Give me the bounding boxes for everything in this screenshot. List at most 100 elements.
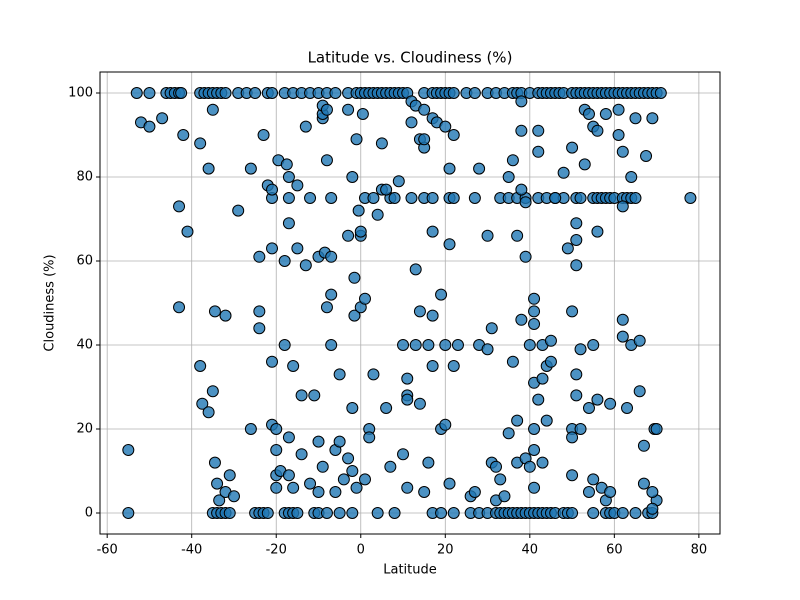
- point: [270, 444, 283, 456]
- point: [219, 87, 232, 99]
- point: [308, 389, 321, 402]
- point: [346, 402, 359, 414]
- point: [523, 460, 536, 473]
- point: [591, 124, 604, 137]
- point: [413, 397, 426, 410]
- point: [397, 339, 410, 351]
- point: [422, 456, 435, 469]
- point: [621, 402, 634, 414]
- point: [511, 229, 524, 242]
- point: [640, 150, 653, 162]
- point: [249, 87, 262, 99]
- point: [629, 507, 642, 519]
- point: [650, 423, 663, 435]
- point: [637, 439, 650, 452]
- point: [325, 250, 338, 263]
- point: [257, 129, 270, 141]
- point: [591, 393, 604, 406]
- point: [206, 103, 219, 116]
- point: [354, 225, 367, 238]
- point: [304, 477, 317, 490]
- point: [223, 507, 236, 519]
- point: [566, 431, 579, 444]
- point: [587, 473, 600, 486]
- point: [380, 402, 393, 414]
- point: [208, 305, 221, 318]
- point: [566, 469, 579, 482]
- point: [282, 192, 295, 204]
- point: [418, 103, 431, 116]
- point: [287, 481, 300, 494]
- point: [363, 431, 376, 444]
- point: [570, 389, 583, 402]
- point: [401, 481, 414, 494]
- point: [570, 217, 583, 230]
- point: [348, 271, 361, 284]
- point: [519, 196, 532, 209]
- x-tick-label: -40: [181, 543, 202, 558]
- point: [282, 217, 295, 230]
- x-tick-label: 80: [691, 543, 708, 558]
- point: [616, 330, 629, 343]
- point: [316, 460, 329, 473]
- y-tick-label: 60: [76, 254, 93, 269]
- point: [333, 507, 346, 519]
- point: [426, 360, 439, 372]
- point: [566, 507, 579, 519]
- point: [528, 481, 541, 494]
- point: [211, 477, 224, 490]
- point: [202, 406, 215, 419]
- point: [358, 473, 371, 486]
- point: [227, 490, 240, 503]
- point: [468, 87, 481, 99]
- point: [329, 87, 342, 99]
- point: [418, 133, 431, 146]
- point: [346, 507, 359, 519]
- point: [439, 120, 452, 133]
- point: [498, 490, 511, 503]
- y-axis-label: Cloudiness (%): [43, 254, 58, 351]
- point: [413, 305, 426, 318]
- point: [532, 393, 545, 406]
- point: [401, 393, 414, 406]
- point: [494, 473, 507, 486]
- point: [346, 171, 359, 183]
- point: [532, 124, 545, 137]
- y-tick-label: 0: [85, 506, 93, 521]
- point: [544, 355, 557, 368]
- y-tick-label: 80: [76, 170, 93, 185]
- point: [342, 103, 355, 116]
- point: [587, 339, 600, 351]
- point: [143, 87, 156, 99]
- point: [447, 129, 460, 141]
- point: [282, 171, 295, 183]
- point: [320, 507, 333, 519]
- x-tick-label: 0: [357, 543, 365, 558]
- point: [443, 162, 456, 175]
- point: [625, 171, 638, 183]
- point: [604, 397, 617, 410]
- point: [173, 200, 186, 213]
- x-tick-label: 40: [522, 543, 539, 558]
- point: [367, 192, 380, 204]
- point: [528, 292, 541, 305]
- point: [422, 339, 435, 351]
- point: [616, 507, 629, 519]
- point: [447, 87, 460, 99]
- point: [582, 486, 595, 498]
- point: [348, 309, 361, 322]
- point: [194, 360, 207, 372]
- point: [266, 242, 279, 255]
- point: [375, 137, 388, 150]
- x-tick-label: 60: [606, 543, 623, 558]
- point: [356, 108, 369, 120]
- point: [223, 469, 236, 482]
- point: [194, 137, 207, 150]
- point: [637, 477, 650, 490]
- point: [473, 162, 486, 175]
- point: [528, 444, 541, 456]
- point: [177, 129, 190, 141]
- point: [295, 448, 308, 461]
- point: [253, 250, 266, 263]
